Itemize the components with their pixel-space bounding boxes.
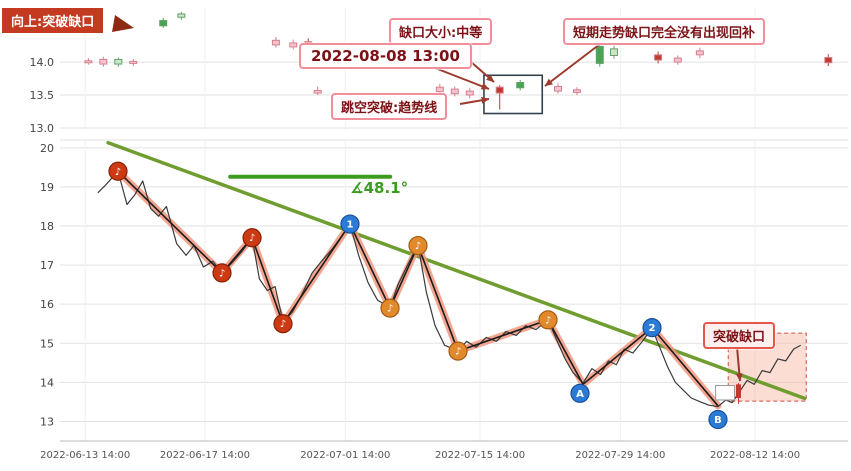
y-axis-tick: 13.5 <box>30 89 55 102</box>
marker-1 <box>340 214 360 234</box>
svg-text:1: 1 <box>346 220 353 231</box>
x-axis-tick: 2022-07-01 14:00 <box>300 450 390 461</box>
annotation-arrows <box>429 40 743 382</box>
callout-gap-size: 缺口大小:中等 <box>389 18 493 45</box>
x-axis-tick: 2022-07-29 14:00 <box>575 450 665 461</box>
trendline <box>106 140 807 401</box>
annotation-arrow <box>429 65 490 90</box>
svg-text:♪: ♪ <box>249 233 255 244</box>
marker-B <box>708 409 728 430</box>
price-line <box>97 170 802 408</box>
marker-♪ <box>448 341 468 361</box>
y-axis-tick: 19 <box>40 181 54 194</box>
y-axis-tick: 16 <box>40 298 54 311</box>
annotation-arrow <box>459 96 490 105</box>
marker-♪ <box>408 235 428 256</box>
svg-text:♪: ♪ <box>387 304 393 315</box>
y-axis-tick: 14.0 <box>30 56 55 69</box>
marker-♪ <box>273 314 293 334</box>
svg-text:♪: ♪ <box>219 268 225 279</box>
svg-text:♪: ♪ <box>455 347 461 358</box>
marker-♪ <box>242 228 262 248</box>
marker-2 <box>642 318 662 338</box>
svg-text:2: 2 <box>649 323 656 334</box>
x-axis-tick: 2022-08-12 14:00 <box>710 450 800 461</box>
x-axis-tick: 2022-07-15 14:00 <box>435 450 525 461</box>
badge-pointer-arrow <box>112 15 134 32</box>
callout-gap-breakout: 跳空突破:趋势线 <box>331 93 448 120</box>
y-axis-tick: 17 <box>40 259 54 272</box>
zigzag-line <box>117 170 719 407</box>
y-axis-tick: 14 <box>40 376 54 389</box>
x-axis-tick: 2022-06-17 14:00 <box>160 450 250 461</box>
x-axis-tick: 2022-06-13 14:00 <box>40 450 130 461</box>
annotation-arrow <box>735 346 743 382</box>
y-axis-tick: 13.0 <box>30 122 55 135</box>
angle-label: ∡48.1° <box>350 179 408 197</box>
svg-text:A: A <box>576 389 584 400</box>
svg-text:B: B <box>714 415 722 426</box>
candlesticks <box>84 11 833 110</box>
marker-A <box>570 383 590 403</box>
marker-♪ <box>538 310 558 330</box>
svg-text:♪: ♪ <box>415 241 421 252</box>
marker-♪ <box>108 161 128 181</box>
wave-markers: ♪ ♪ ♪ ♪ 1 ♪ ♪ ♪ ♪ A 2 B <box>108 161 728 430</box>
y-axis-tick: 20 <box>40 142 54 155</box>
svg-text:♪: ♪ <box>115 167 121 178</box>
callout-no-refill: 短期走势缺口完全没有出现回补 <box>563 18 766 45</box>
marker-♪ <box>380 298 400 318</box>
y-axis-tick: 13 <box>40 415 54 428</box>
y-axis-tick: 15 <box>40 337 54 350</box>
zigzag-highlight <box>114 167 722 410</box>
svg-text:♪: ♪ <box>280 319 286 330</box>
mini-white-box <box>715 384 736 401</box>
callout-breakout-gap: 突破缺口 <box>703 322 776 349</box>
svg-text:♪: ♪ <box>545 315 551 326</box>
marker-♪ <box>212 263 232 283</box>
mini-candle-body <box>735 384 741 398</box>
callout-datetime: 2022-08-08 13:00 <box>299 43 472 69</box>
annotation-arrow <box>544 40 605 87</box>
direction-badge: 向上:突破缺口 <box>2 8 104 33</box>
gap-highlight-box <box>483 74 544 115</box>
y-axis-tick: 18 <box>40 220 54 233</box>
